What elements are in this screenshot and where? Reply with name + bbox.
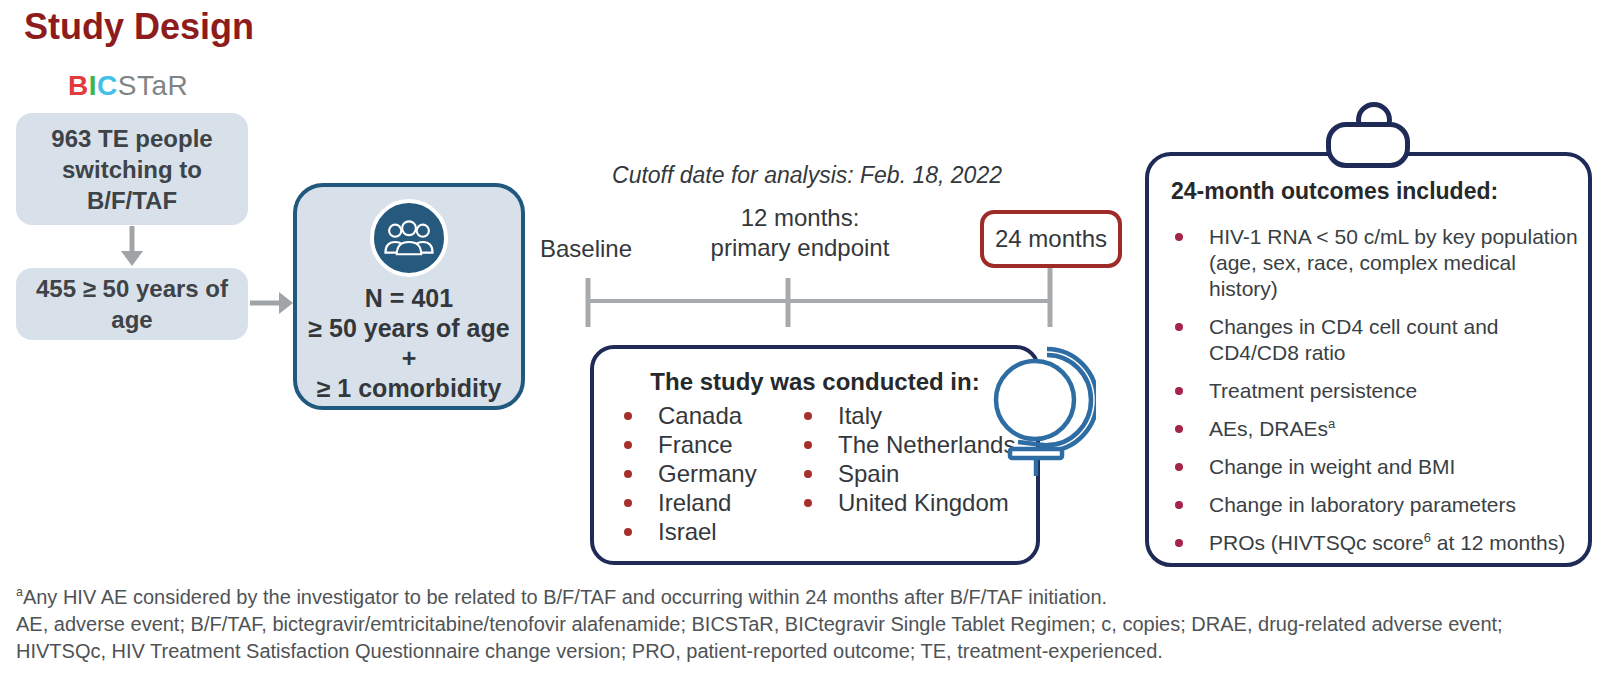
flow-box-455-age: 455 ≥ 50 years of age	[16, 268, 248, 340]
country-label: Germany	[658, 460, 757, 487]
bullet-icon	[624, 499, 632, 507]
outcome-item: Change in weight and BMI	[1149, 454, 1583, 480]
bullet-icon	[1175, 501, 1183, 509]
logo-letters-star: STaR	[118, 70, 188, 101]
right-arrowhead-icon	[279, 292, 293, 314]
country-item: Spain	[804, 459, 1015, 488]
bullet-icon	[804, 499, 812, 507]
bullet-icon	[624, 528, 632, 536]
timeline-endbox-24months: 24 months	[980, 210, 1122, 268]
country-item: Germany	[624, 459, 757, 488]
down-arrowhead-icon	[121, 251, 143, 266]
cutoff-note: Cutoff date for analysis: Feb. 18, 2022	[557, 162, 1057, 189]
bullet-icon	[624, 412, 632, 420]
bullet-icon	[1175, 387, 1183, 395]
bullet-icon	[804, 470, 812, 478]
outcomes-box: 24-month outcomes included: HIV-1 RNA < …	[1145, 152, 1592, 567]
logo-letter-b: B	[68, 70, 89, 101]
outcome-item: Treatment persistence	[1149, 378, 1583, 404]
outcome-text: Treatment persistence	[1209, 379, 1417, 402]
timeline-label-12months: 12 months: primary endpoint	[650, 203, 950, 263]
outcome-text: PROs (HIVTSQc score6 at 12 months)	[1209, 531, 1565, 554]
country-label: France	[658, 431, 733, 458]
logo-letter-i: I	[89, 70, 97, 101]
bullet-icon	[1175, 539, 1183, 547]
country-item: Israel	[624, 517, 757, 546]
outcomes-list: HIV-1 RNA < 50 c/mL by key population (a…	[1149, 224, 1588, 568]
outcome-text: HIV-1 RNA < 50 c/mL by key population (a…	[1209, 225, 1578, 300]
bullet-icon	[804, 441, 812, 449]
footnote-line-2: AE, adverse event; B/F/TAF, bictegravir/…	[16, 611, 1591, 638]
cohort-text: N = 401 ≥ 50 years of age + ≥ 1 comorbid…	[308, 283, 509, 403]
countries-title: The study was conducted in:	[594, 368, 1036, 396]
country-label: United Kingdom	[838, 489, 1009, 516]
outcome-item: AEs, DRAEsa	[1149, 416, 1583, 442]
outcome-item: Change in laboratory parameters	[1149, 492, 1583, 518]
bullet-icon	[624, 441, 632, 449]
outcome-text: AEs, DRAEsa	[1209, 417, 1335, 440]
bullet-icon	[1175, 425, 1183, 433]
cohort-comorbidity: ≥ 1 comorbidity	[308, 373, 509, 403]
bicstar-logo: BICSTaR	[68, 70, 188, 102]
country-item: Ireland	[624, 488, 757, 517]
logo-letter-c: C	[97, 70, 118, 101]
countries-column-2: Italy The Netherlands Spain United Kingd…	[804, 401, 1015, 517]
countries-column-1: Canada France Germany Ireland Israel	[624, 401, 757, 546]
slide-canvas: Study Design BICSTaR 963 TE people switc…	[0, 0, 1600, 681]
timeline-label-12months-line1: 12 months:	[650, 203, 950, 233]
country-item: United Kingdom	[804, 488, 1015, 517]
country-item: The Netherlands	[804, 430, 1015, 459]
outcomes-title: 24-month outcomes included:	[1171, 178, 1498, 205]
country-label: Italy	[838, 402, 882, 429]
country-label: The Netherlands	[838, 431, 1015, 458]
bullet-icon	[1175, 323, 1183, 331]
country-label: Israel	[658, 518, 717, 545]
timeline-label-12months-line2: primary endpoint	[650, 233, 950, 263]
cohort-plus: +	[308, 343, 509, 373]
cohort-box: N = 401 ≥ 50 years of age + ≥ 1 comorbid…	[293, 183, 525, 410]
bullet-icon	[1175, 463, 1183, 471]
outcome-item: Changes in CD4 cell count and CD4/CD8 ra…	[1149, 314, 1583, 366]
footnote-line-1: aAny HIV AE considered by the investigat…	[16, 584, 1591, 611]
timeline-label-baseline: Baseline	[540, 235, 632, 263]
countries-box: The study was conducted in: Canada Franc…	[590, 345, 1040, 565]
people-group-icon	[383, 214, 435, 262]
cohort-age: ≥ 50 years of age	[308, 313, 509, 343]
country-label: Canada	[658, 402, 742, 429]
outcome-text: Changes in CD4 cell count and CD4/CD8 ra…	[1209, 315, 1499, 364]
cohort-n: N = 401	[308, 283, 509, 313]
bullet-icon	[624, 470, 632, 478]
country-item: France	[624, 430, 757, 459]
country-item: Canada	[624, 401, 757, 430]
clipboard-clip-icon	[1326, 122, 1410, 168]
outcome-text: Change in weight and BMI	[1209, 455, 1455, 478]
outcome-item: HIV-1 RNA < 50 c/mL by key population (a…	[1149, 224, 1583, 302]
page-title: Study Design	[24, 6, 254, 48]
country-label: Spain	[838, 460, 899, 487]
country-label: Ireland	[658, 489, 731, 516]
country-item: Italy	[804, 401, 1015, 430]
flow-box-963-te: 963 TE people switching to B/F/TAF	[16, 113, 248, 225]
bullet-icon	[804, 412, 812, 420]
footnote-line-3: HIVTSQc, HIV Treatment Satisfaction Ques…	[16, 638, 1591, 665]
footnotes: aAny HIV AE considered by the investigat…	[16, 584, 1591, 665]
outcome-text: Change in laboratory parameters	[1209, 493, 1516, 516]
desk-globe-icon	[990, 346, 1096, 476]
outcome-item: PROs (HIVTSQc score6 at 12 months)	[1149, 530, 1583, 556]
people-circle	[370, 199, 448, 277]
bullet-icon	[1175, 233, 1183, 241]
